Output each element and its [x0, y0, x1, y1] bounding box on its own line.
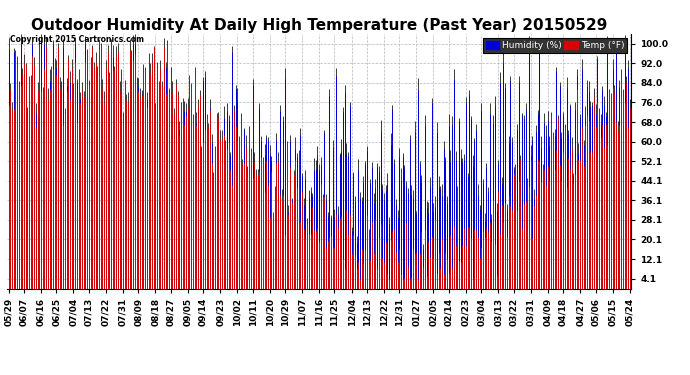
Title: Outdoor Humidity At Daily High Temperature (Past Year) 20150529: Outdoor Humidity At Daily High Temperatu…: [31, 18, 607, 33]
Text: Copyright 2015 Cartronics.com: Copyright 2015 Cartronics.com: [10, 35, 144, 44]
Legend: Humidity (%), Temp (°F): Humidity (%), Temp (°F): [483, 38, 627, 53]
